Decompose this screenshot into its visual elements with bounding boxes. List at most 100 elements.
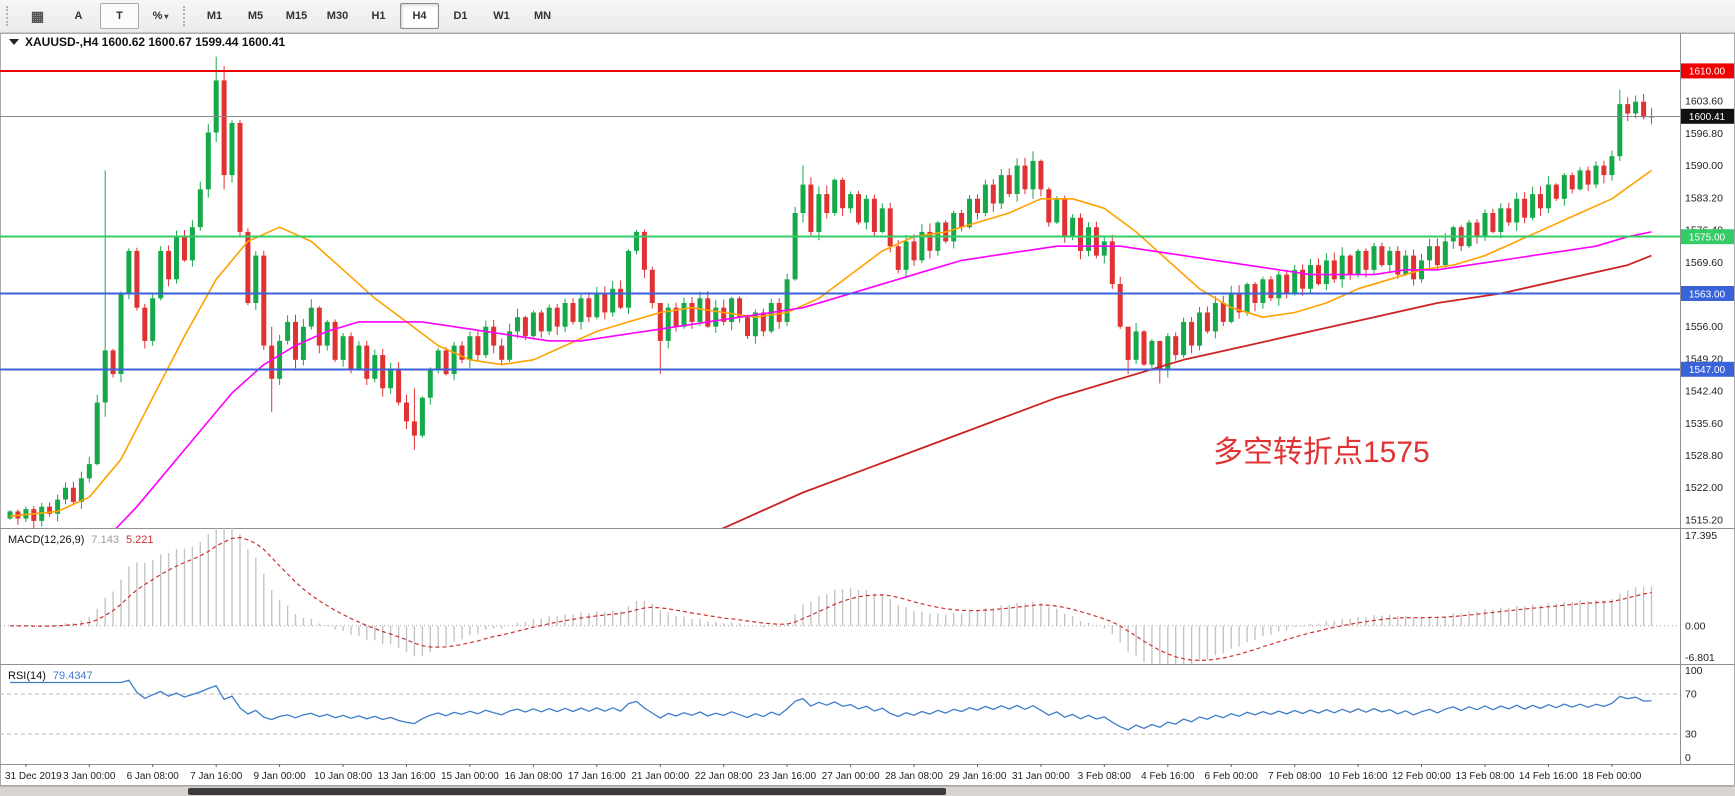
macd-axis-label: 17.395 (1685, 530, 1717, 542)
time-label: 22 Jan 08:00 (695, 771, 753, 782)
macd-indicator-label: MACD(12,26,9) 7.143 5.221 (8, 534, 153, 546)
time-label: 7 Jan 16:00 (190, 771, 243, 782)
cursor-tool-button[interactable]: A (59, 3, 98, 29)
time-label: 27 Jan 00:00 (822, 771, 880, 782)
price-badge (1681, 63, 1734, 79)
time-label: 31 Jan 00:00 (1012, 771, 1070, 782)
timeframe-buttons-group: M1 M5 M15 M30 H1 H4 D1 W1 MN (194, 3, 563, 29)
price-label: 1528.80 (1685, 450, 1723, 462)
toolbar-drag-handle (6, 6, 12, 26)
price-label: 1556.00 (1685, 321, 1723, 333)
price-label: 1603.60 (1685, 96, 1723, 108)
chart-graphics-layer: 1603.601596.801590.001583.201576.401569.… (0, 33, 1735, 786)
rsi-axis-label: 100 (1685, 665, 1703, 677)
price-label: 1535.60 (1685, 418, 1723, 430)
ma-fast-orange (9, 169, 1652, 517)
price-badge-label: 1575.00 (1689, 233, 1726, 244)
scrollbar-thumb[interactable] (188, 788, 946, 795)
macd-main-value: 7.143 (91, 534, 119, 546)
timeframe-button-m30[interactable]: M30 (326, 10, 349, 22)
time-label: 21 Jan 00:00 (631, 771, 689, 782)
price-badge (1681, 361, 1734, 377)
rsi-axis-label: 30 (1685, 729, 1697, 741)
timeframe-button-d1[interactable]: D1 (453, 10, 468, 22)
macd-signal-line (9, 536, 1652, 661)
chevron-down-icon: ▾ (164, 11, 169, 21)
price-badge-label: 1600.41 (1689, 112, 1726, 123)
rsi-line (10, 679, 1652, 731)
price-label: 1542.40 (1685, 386, 1723, 398)
time-label: 13 Jan 16:00 (378, 771, 436, 782)
time-label: 23 Jan 16:00 (758, 771, 816, 782)
chart-title: XAUUSD-,H4 1600.62 1600.67 1599.44 1600.… (25, 35, 286, 49)
timeframe-button-m1[interactable]: M1 (206, 10, 223, 22)
ma-slow-red (721, 254, 1652, 528)
time-label: 17 Jan 16:00 (568, 771, 626, 782)
time-label: 14 Feb 16:00 (1519, 771, 1578, 782)
price-label: 1590.00 (1685, 160, 1723, 172)
grid-icon: ▦ (30, 8, 45, 24)
timeframe-button-w1[interactable]: W1 (493, 10, 510, 22)
rsi-indicator-label: RSI(14) 79.4347 (8, 670, 93, 682)
time-label: 29 Jan 16:00 (949, 771, 1007, 782)
text-tool-button[interactable]: T (100, 3, 139, 29)
timeframe-button-mn[interactable]: MN (533, 10, 552, 22)
toolbar: ▦ A T % ▾ M1 M5 M15 M30 H1 H4 D1 W1 MN (0, 0, 1735, 33)
time-label: 18 Feb 00:00 (1582, 771, 1641, 782)
price-badge-label: 1563.00 (1689, 289, 1726, 300)
annotation-text: 多空转折点1575 (1213, 436, 1430, 469)
time-label: 6 Jan 08:00 (127, 771, 180, 782)
percent-tool-button[interactable]: % ▾ (141, 3, 180, 29)
cursor-tool-label: A (74, 10, 83, 22)
timeframe-button-h1[interactable]: H1 (371, 10, 386, 22)
horizontal-scrollbar (0, 786, 1735, 796)
rsi-layer (0, 679, 1680, 735)
price-badge (1681, 229, 1734, 245)
rsi-axis-label: 70 (1685, 689, 1697, 701)
time-label: 10 Feb 16:00 (1329, 771, 1388, 782)
rsi-value: 79.4347 (53, 670, 93, 682)
time-label: 4 Feb 16:00 (1141, 771, 1195, 782)
timeframe-button-h4[interactable]: H4 (400, 3, 439, 29)
text-tool-label: T (116, 10, 123, 22)
time-label: 12 Feb 00:00 (1392, 771, 1451, 782)
rsi-label-text: RSI(14) (8, 670, 46, 682)
rsi-axis-label: 0 (1685, 752, 1691, 764)
chart-grid-button[interactable]: ▦ (18, 3, 57, 29)
time-label: 13 Feb 08:00 (1456, 771, 1515, 782)
candles-layer (7, 56, 1654, 528)
ma-mid-magenta (115, 231, 1652, 528)
time-label: 6 Feb 00:00 (1205, 771, 1259, 782)
time-label: 10 Jan 08:00 (314, 771, 372, 782)
price-label: 1596.80 (1685, 128, 1723, 140)
time-label: 3 Feb 08:00 (1078, 771, 1132, 782)
price-badge (1681, 286, 1734, 301)
price-badge-label: 1610.00 (1689, 67, 1726, 78)
time-label: 16 Jan 08:00 (504, 771, 562, 782)
time-label: 31 Dec 2019 (5, 771, 62, 782)
time-label: 15 Jan 00:00 (441, 771, 499, 782)
price-axis: 1603.601596.801590.001583.201576.401569.… (1685, 96, 1723, 527)
price-label: 1522.00 (1685, 482, 1723, 494)
time-label: 28 Jan 08:00 (885, 771, 943, 782)
macd-layer (0, 528, 1680, 664)
time-axis: 31 Dec 2019 3 Jan 00:00 6 Jan 08:00 7 Jan 1… (5, 764, 1642, 782)
price-label: 1515.20 (1685, 514, 1723, 526)
price-label: 1583.20 (1685, 192, 1723, 204)
price-label: 1569.60 (1685, 257, 1723, 269)
macd-axis-label: 0.00 (1685, 620, 1706, 632)
price-badge (1681, 108, 1734, 124)
macd-signal-value: 5.221 (126, 534, 154, 546)
toolbar-drag-handle (183, 6, 189, 26)
time-label: 7 Feb 08:00 (1268, 771, 1322, 782)
percent-icon: % (152, 10, 163, 22)
symbol-dropdown-icon[interactable] (9, 39, 19, 45)
price-badge-label: 1547.00 (1689, 365, 1726, 376)
price-levels: 1610.00 1575.00 1563.00 1547.00 1600.41 (0, 63, 1734, 377)
time-label: 3 Jan 00:00 (63, 771, 116, 782)
macd-label-text: MACD(12,26,9) (8, 534, 84, 546)
timeframe-button-m15[interactable]: M15 (285, 10, 308, 22)
time-label: 9 Jan 00:00 (253, 771, 306, 782)
timeframe-button-m5[interactable]: M5 (247, 10, 264, 22)
